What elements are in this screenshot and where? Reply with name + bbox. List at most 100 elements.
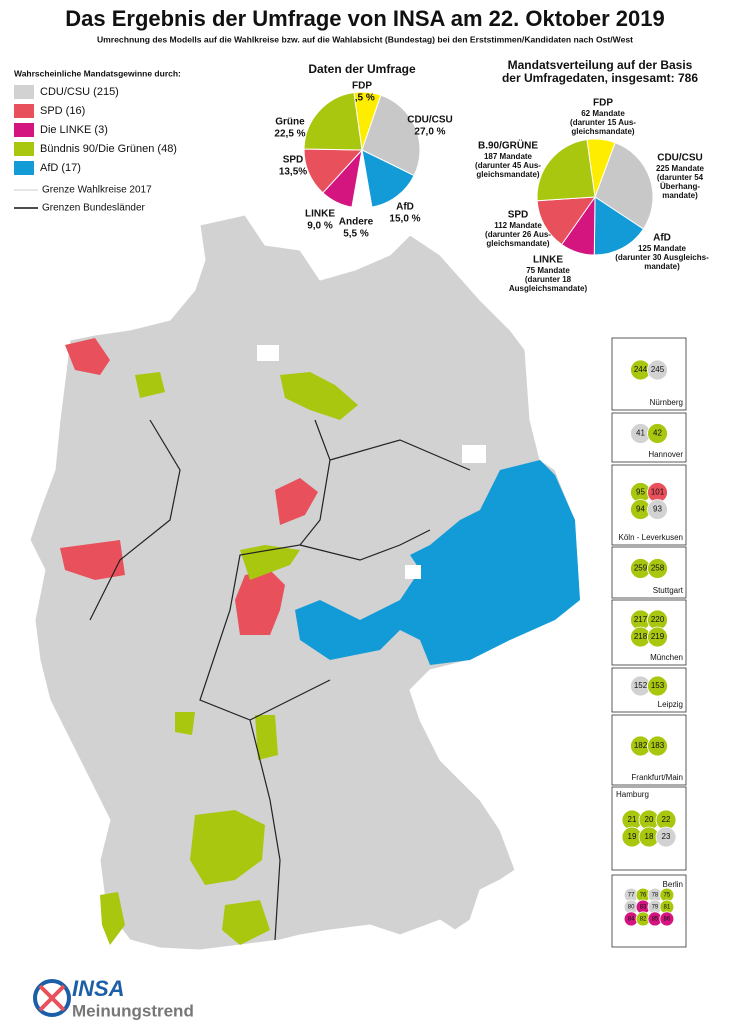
legend-swatch [14,142,34,156]
legend-label: CDU/CSU (215) [40,86,119,98]
district-number: 20 [645,815,654,824]
afd-region [295,460,580,665]
district-number: 78 [652,893,659,899]
slice-name: SPD [508,210,529,221]
district-number: 85 [652,916,659,922]
district-number: 101 [651,488,665,497]
district-number: 258 [651,564,665,573]
inset-box [611,714,687,786]
district-number: 77 [628,893,635,899]
inset-name: Berlin [663,880,683,889]
spd-region [235,570,285,635]
slice-note: Überhang- [660,182,700,191]
inset-name: Köln - Leverkusen [619,533,683,542]
logo-cross [38,984,66,1012]
logo-tagline: Meinungstrend [72,1001,194,1020]
slice-value-label: 112 Mandate [494,221,542,230]
slice-note: mandate) [644,262,680,271]
inset-district [647,626,668,648]
slice-value-label: 15,0 % [389,214,420,225]
slice-value-label: 9,0 % [307,221,333,232]
slice-name: CDU/CSU [407,115,453,126]
district-number: 18 [645,832,654,841]
district-number: 79 [652,905,659,911]
slice-note: (darunter 30 Ausgleichs- [615,253,709,262]
district-number: 82 [640,916,647,922]
district-number: 22 [662,815,671,824]
pie-slice [361,149,415,208]
city-area [462,445,486,463]
district-number: 244 [634,365,648,374]
district-number: 21 [628,815,637,824]
legend-label: SPD (16) [40,105,85,117]
slice-note: (darunter 45 Aus- [475,161,541,170]
pie-slice [536,196,597,246]
district-number: 83 [640,905,647,911]
inset-name: Nürnberg [650,398,683,407]
slice-note: gleichsmandate) [486,239,549,248]
legend-swatch [14,85,34,99]
inset-district [647,675,668,697]
district-number: 75 [664,893,671,899]
slice-note: (darunter 54 [657,173,704,182]
pie-slice [594,141,654,230]
gruene-region [222,900,270,945]
district-number: 259 [634,564,648,573]
district-number: 23 [662,832,671,841]
district-number: 81 [664,905,671,911]
slice-value-label: 187 Mandate [484,152,533,161]
subtitle: Umrechnung des Modells auf die Wahlkreis… [97,34,633,44]
district-number: 245 [651,365,665,374]
district-number: 93 [653,505,662,514]
pie-slice [593,196,645,256]
district-number: 217 [634,615,648,624]
pie-title: der Umfragedaten, insgesamt: 786 [502,71,698,85]
inset-name: München [650,653,683,662]
inset-district [655,826,677,848]
inset-district [647,735,668,757]
inset-district [647,499,668,520]
spd-region [60,540,125,580]
inset-district [647,558,668,579]
district-number: 153 [651,681,665,690]
pie-title: Mandatsverteilung auf der Basis [508,58,693,72]
inset-name: Stuttgart [653,586,684,595]
gruene-region [135,372,165,398]
district-number: 183 [651,741,665,750]
district-number: 182 [634,741,648,750]
district-number: 86 [664,916,671,922]
slice-value-label: 225 Mandate [656,164,705,173]
district-number: 76 [640,893,647,899]
slice-name: AfD [396,202,414,213]
slice-name: B.90/GRÜNE [478,139,538,152]
slice-name: FDP [593,98,613,109]
district-number: 41 [636,429,645,438]
slice-note: (darunter 26 Aus- [485,230,551,239]
slice-value-label: 62 Mandate [581,109,625,118]
spd-region [65,338,110,375]
legend: Wahrscheinliche Mandatsgewinne durch: CD… [14,68,181,214]
slice-note: Ausgleichsmandate) [509,284,588,293]
country-shape [29,214,581,951]
district-number: 84 [628,916,635,922]
pie-slice [303,91,363,151]
inset-name: Frankfurt/Main [631,773,683,782]
title: Das Ergebnis der Umfrage von INSA am 22.… [65,6,665,31]
slice-value-label: 27,0 % [414,127,445,138]
inset-name: Hamburg [616,790,649,799]
slice-value-label: 7,5 % [349,93,375,104]
slice-name: LINKE [533,255,563,266]
slice-name: CDU/CSU [657,153,703,164]
slice-value-label: 5,5 % [343,229,369,240]
germany-map [29,214,581,951]
pie-title: Daten der Umfrage [308,62,416,76]
slice-name: FDP [352,81,372,92]
inset-district [647,359,668,381]
district-number: 220 [651,615,665,624]
district-number: 94 [636,505,645,514]
city-area [257,345,279,361]
slice-note: gleichsmandate) [571,127,634,136]
slice-name: AfD [653,233,671,244]
